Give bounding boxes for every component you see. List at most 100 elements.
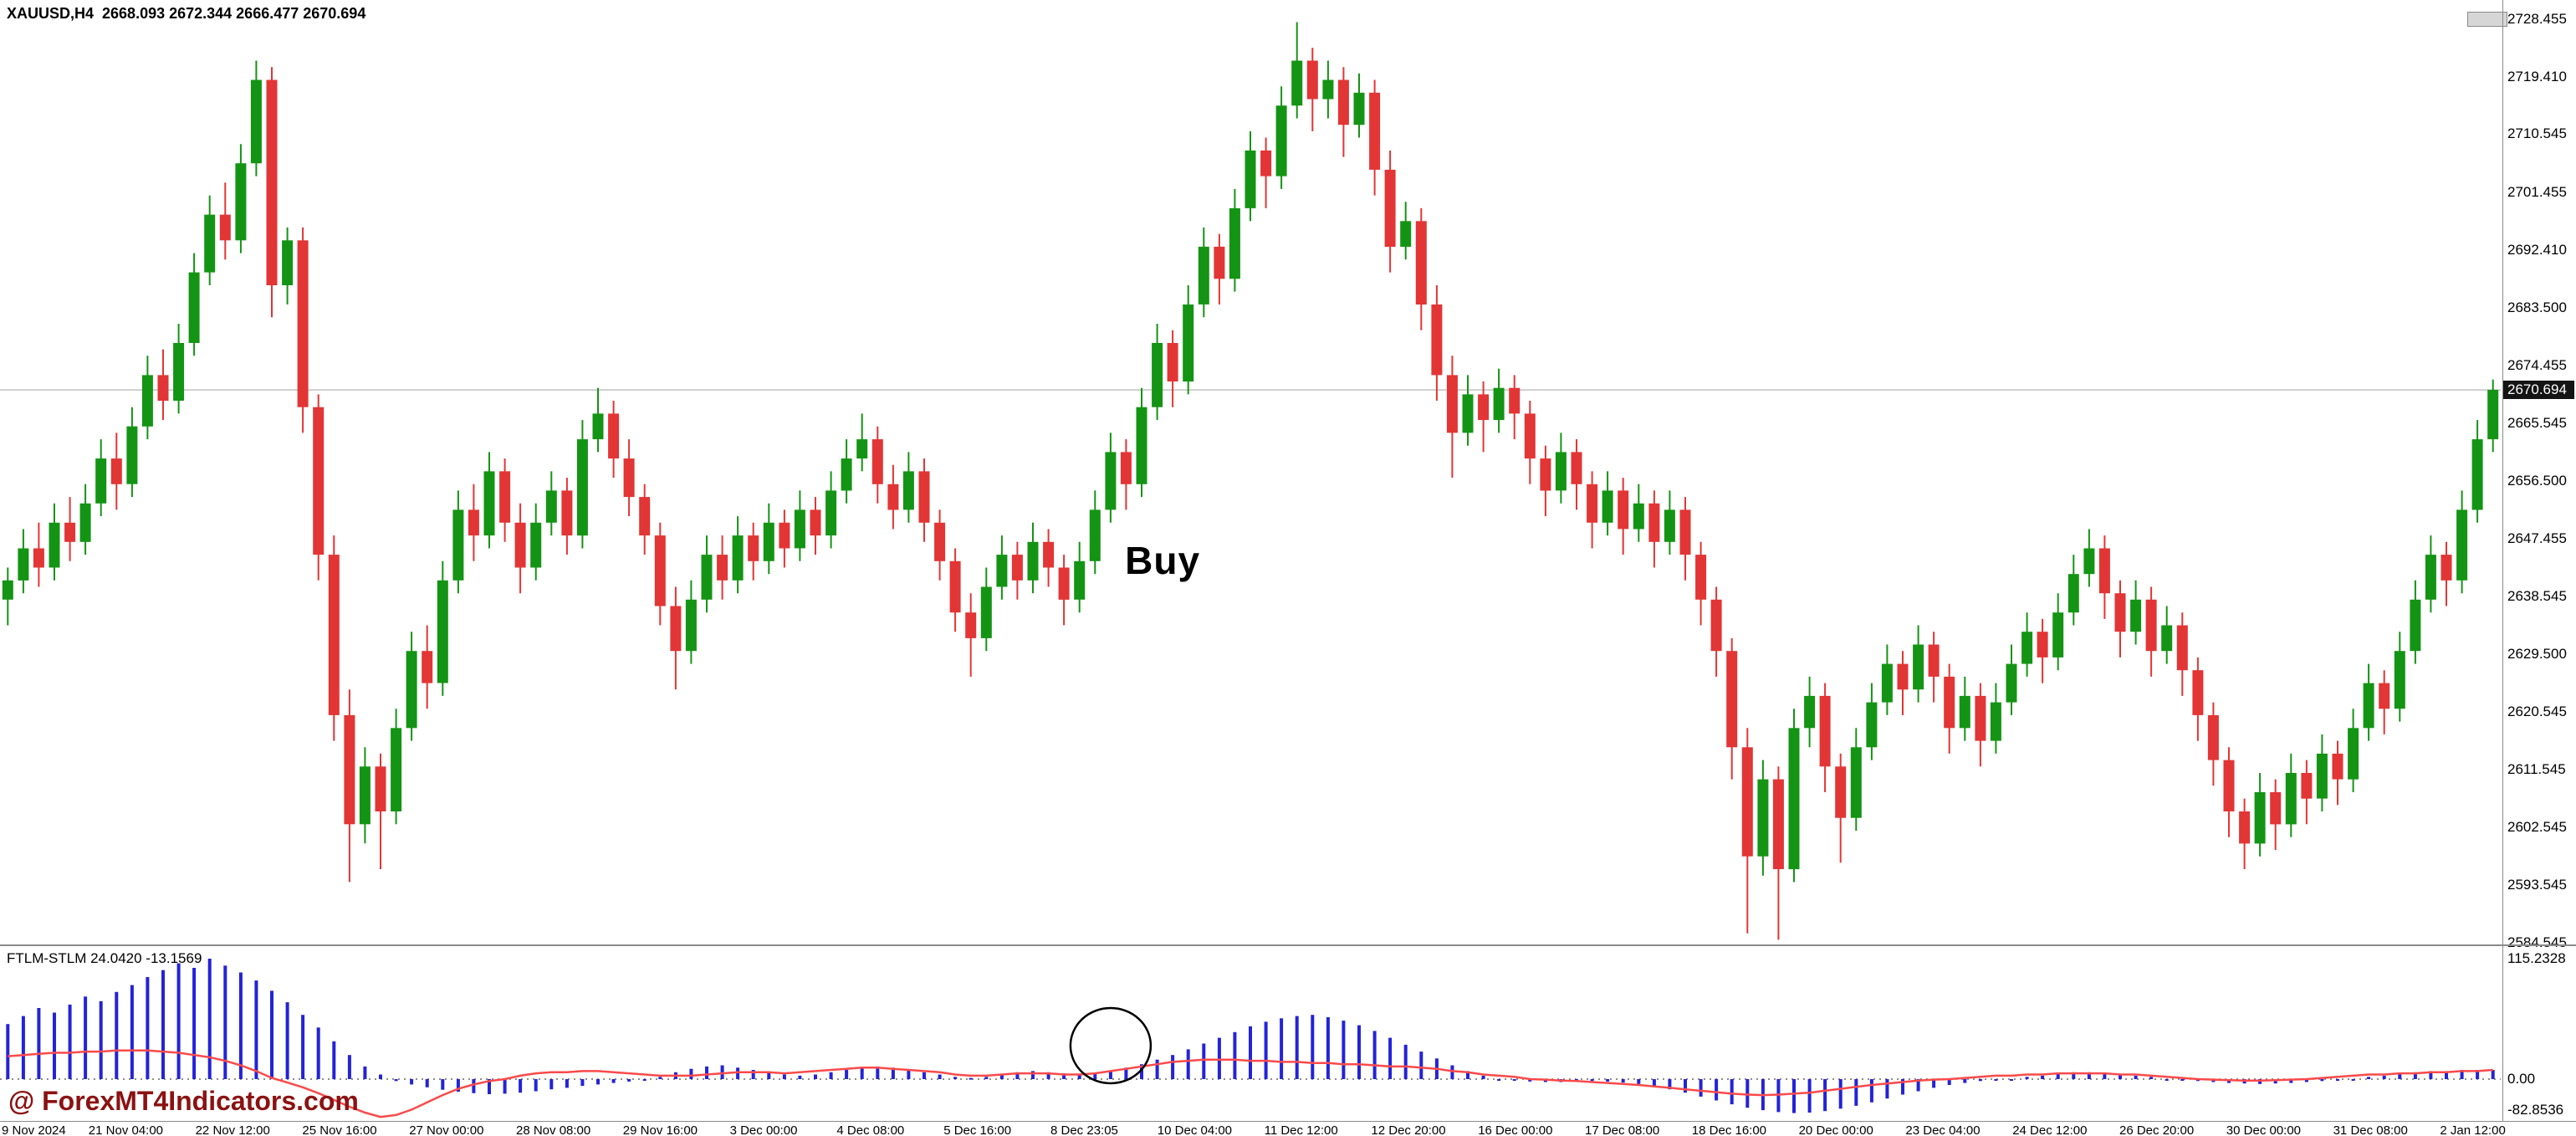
candle-body — [2176, 625, 2188, 671]
histogram-bar — [223, 965, 227, 1079]
candle-body — [1571, 452, 1582, 484]
candle-body — [1074, 560, 1086, 600]
histogram-bar — [829, 1072, 833, 1079]
histogram-bar — [37, 1008, 41, 1079]
histogram-bar — [814, 1074, 817, 1079]
histogram-bar — [1730, 1079, 1734, 1105]
histogram-bar — [1637, 1079, 1641, 1084]
candle-body — [1772, 779, 1784, 869]
histogram-bar — [2398, 1073, 2402, 1079]
histogram-bar — [1684, 1079, 1687, 1093]
candle-body — [1369, 92, 1381, 170]
candle-body — [949, 560, 961, 613]
histogram-bar — [845, 1070, 849, 1079]
histogram-bar — [1497, 1079, 1501, 1081]
histogram-bar — [907, 1070, 911, 1079]
candle-body — [1275, 105, 1287, 177]
candle-body — [779, 522, 790, 549]
price-axis-label: 2584.545 — [2507, 934, 2567, 950]
price-axis-label: 2638.545 — [2507, 587, 2567, 604]
time-axis-label: 11 Dec 12:00 — [1264, 1123, 1338, 1136]
histogram-bar — [1171, 1055, 1175, 1079]
candle-body — [2425, 555, 2436, 600]
histogram-bar — [2165, 1079, 2169, 1081]
histogram-bar — [2429, 1071, 2433, 1079]
main-chart-plot[interactable] — [0, 0, 2501, 944]
candle-body — [748, 535, 759, 561]
histogram-bar — [441, 1079, 445, 1090]
price-axis-label: 2701.455 — [2507, 184, 2567, 201]
time-axis-label: 22 Nov 12:00 — [195, 1123, 270, 1136]
candle-body — [592, 413, 604, 440]
candle-body — [1726, 651, 1738, 748]
candle-body — [1990, 702, 2001, 741]
time-axis-label: 21 Nov 04:00 — [88, 1123, 164, 1136]
histogram-bar — [2476, 1070, 2480, 1079]
histogram-bar — [1916, 1079, 1920, 1092]
price-axis-label: 2674.455 — [2507, 357, 2567, 374]
panel-divider[interactable] — [0, 944, 2576, 946]
histogram-bar — [627, 1079, 631, 1082]
indicator-axis-zero-label: 0.00 — [2507, 1071, 2536, 1087]
circle-annotation — [1069, 1006, 1153, 1085]
histogram-bar — [254, 980, 258, 1079]
candle-body — [2394, 651, 2405, 709]
candle-body — [2301, 773, 2313, 799]
histogram-bar — [1403, 1044, 1408, 1079]
histogram-bar — [1015, 1072, 1020, 1079]
histogram-bar — [1046, 1072, 1050, 1079]
histogram-bar — [456, 1079, 460, 1093]
histogram-bar — [1699, 1079, 1703, 1097]
histogram-bar — [1963, 1079, 1967, 1083]
candle-body — [79, 503, 91, 542]
candle-body — [1540, 458, 1551, 491]
histogram-bar — [488, 1079, 491, 1094]
candle-body — [1975, 695, 1986, 741]
histogram-bar — [238, 972, 243, 1079]
histogram-bar — [798, 1075, 802, 1079]
histogram-bar — [1932, 1079, 1936, 1088]
histogram-bar — [2180, 1079, 2185, 1081]
candle-body — [1478, 394, 1490, 421]
candle-body — [344, 714, 355, 825]
chart-scroll-thumb[interactable] — [2467, 12, 2507, 27]
candle-body — [1928, 644, 1940, 677]
candle-body — [2, 580, 13, 600]
histogram-bar — [891, 1067, 895, 1079]
price-axis-label: 2683.500 — [2507, 299, 2567, 315]
histogram-bar — [1342, 1021, 1346, 1079]
candle-body — [1587, 484, 1598, 523]
candle-body — [934, 522, 946, 561]
candle-body — [841, 458, 852, 491]
histogram-bar — [1869, 1079, 1873, 1103]
histogram-bar — [410, 1079, 414, 1085]
candle-body — [2114, 593, 2126, 632]
candle-body — [1337, 79, 1349, 125]
histogram-bar — [1715, 1079, 1719, 1101]
candle-body — [406, 651, 417, 729]
candle-body — [282, 240, 294, 285]
histogram-bar — [347, 1055, 351, 1079]
candle-body — [33, 548, 44, 568]
indicator-plot[interactable] — [0, 947, 2501, 1119]
histogram-bar — [1901, 1079, 1904, 1095]
candle-body — [1633, 503, 1644, 530]
time-axis-label: 4 Dec 08:00 — [836, 1123, 905, 1136]
time-axis[interactable]: 9 Nov 2024 21 Nov 04:00 22 Nov 12:00 25 Nov… — [0, 1123, 2576, 1136]
candle-body — [437, 580, 448, 683]
candle-body — [2021, 632, 2033, 664]
histogram-bar — [2149, 1077, 2154, 1079]
histogram-bar — [1233, 1031, 1237, 1079]
price-axis-label: 2710.545 — [2507, 125, 2567, 142]
time-axis-label: 8 Dec 23:05 — [1050, 1123, 1118, 1136]
candle-body — [1695, 555, 1707, 600]
time-axis-label: 10 Dec 04:00 — [1157, 1123, 1233, 1136]
candle-body — [1152, 343, 1163, 407]
histogram-bar — [1031, 1071, 1035, 1079]
candle-body — [1384, 169, 1396, 247]
price-axis[interactable]: 2728.455 2719.410 2710.545 2701.455 2692.410… — [2503, 0, 2576, 1121]
candle-body — [2379, 683, 2390, 709]
price-axis-label: 2692.410 — [2507, 242, 2567, 258]
price-axis-label: 2719.410 — [2507, 69, 2567, 85]
candle-body — [1183, 304, 1194, 382]
